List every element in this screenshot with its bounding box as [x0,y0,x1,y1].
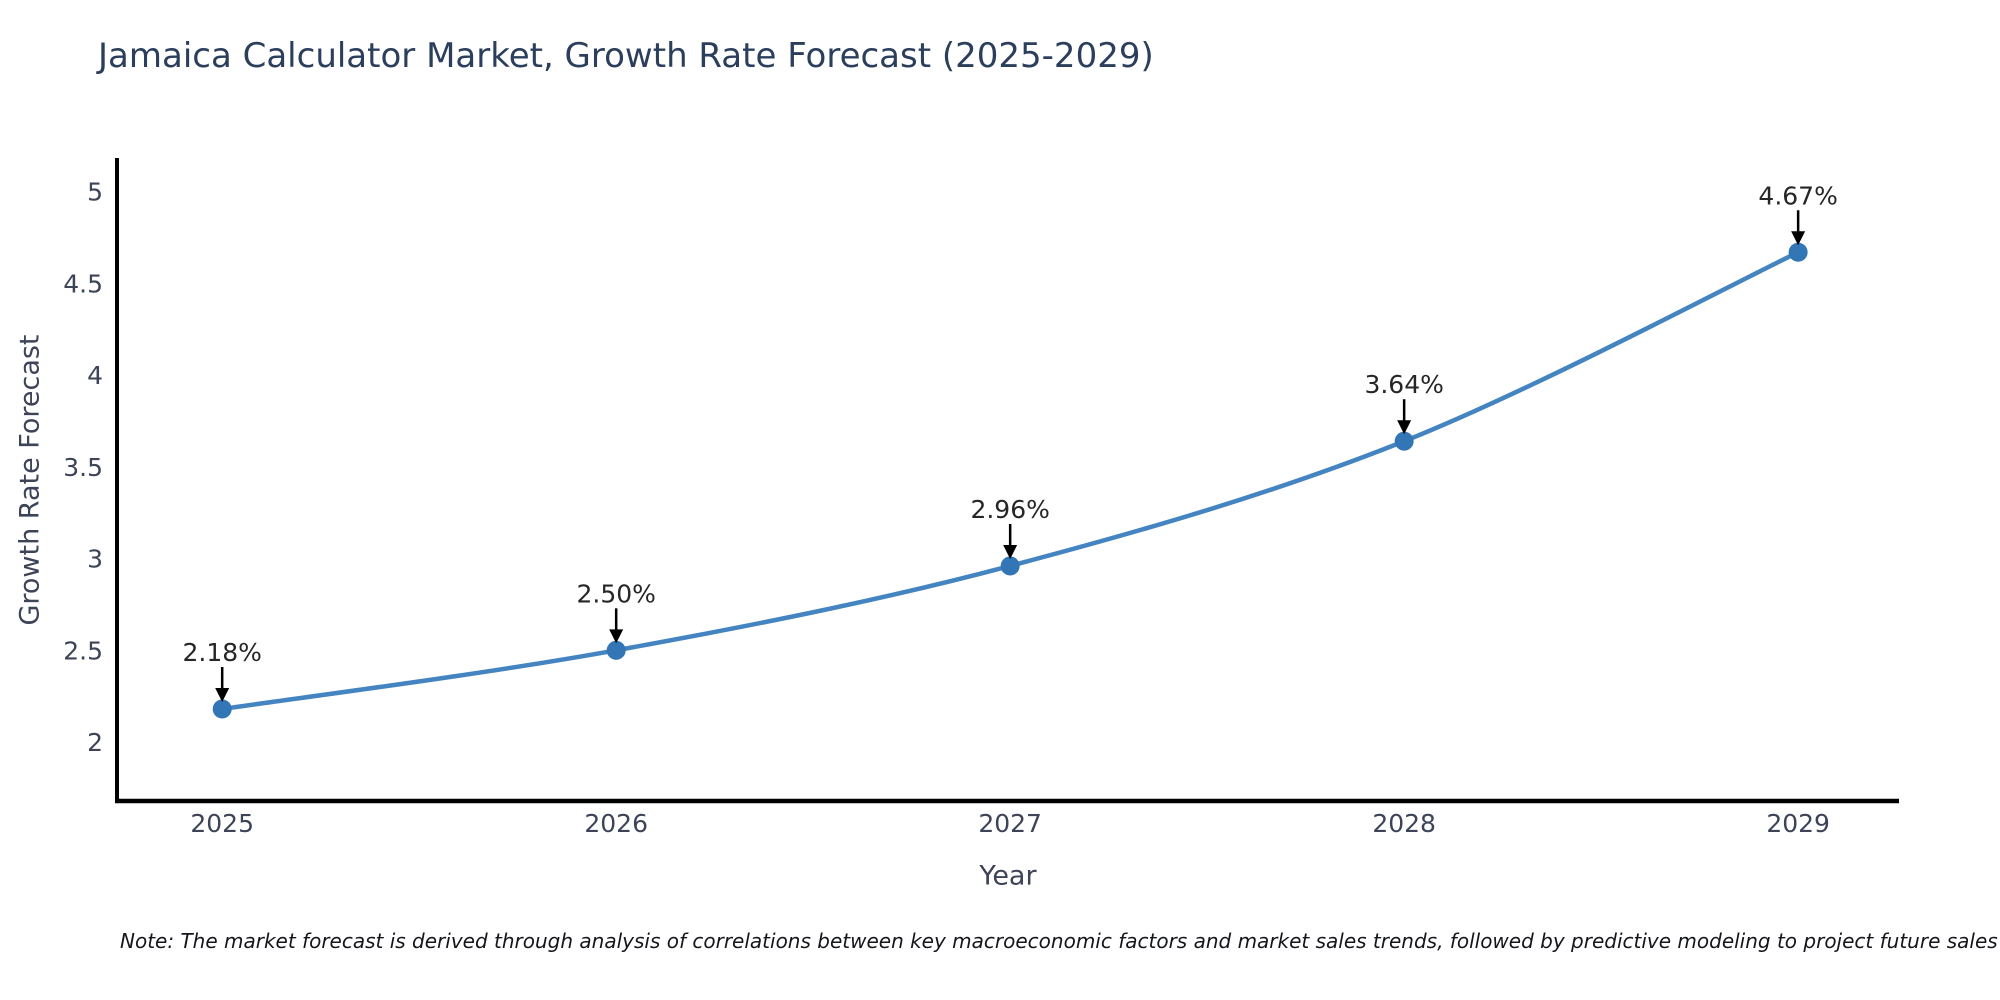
y-tick-label: 2 [87,728,103,757]
point-annotation-label: 2.50% [576,579,655,608]
annotation-arrowhead [1791,231,1806,246]
data-point-marker [1000,556,1020,576]
y-tick-label: 4 [87,361,103,390]
y-tick-label: 4.5 [63,269,103,298]
y-tick-label: 2.5 [63,636,103,665]
x-tick-label: 2027 [978,809,1042,838]
data-point-marker [212,699,232,719]
point-annotation-label: 2.18% [182,638,261,667]
data-point-marker [1394,431,1414,451]
chart-title: Jamaica Calculator Market, Growth Rate F… [98,36,1154,76]
annotation-arrowhead [1003,544,1018,559]
x-tick-label: 2026 [584,809,648,838]
footnote: Note: The market forecast is derived thr… [120,929,1998,953]
y-tick-label: 3 [87,545,103,574]
x-axis-title: Year [979,860,1037,892]
series-line [219,250,1801,712]
data-point-marker [606,640,626,660]
x-tick-label: 2029 [1766,809,1830,838]
y-tick-label: 5 [87,178,103,207]
data-point-marker [1788,242,1808,262]
point-annotation-label: 3.64% [1364,370,1443,399]
y-tick-label: 3.5 [63,453,103,482]
x-tick-label: 2025 [190,809,254,838]
x-tick-label: 2028 [1372,809,1436,838]
annotation-arrowhead [609,629,624,644]
annotation-arrowhead [215,688,230,703]
annotation-arrowhead [1397,420,1412,435]
point-annotation-label: 2.96% [970,495,1049,524]
point-annotation-label: 4.67% [1758,181,1837,210]
